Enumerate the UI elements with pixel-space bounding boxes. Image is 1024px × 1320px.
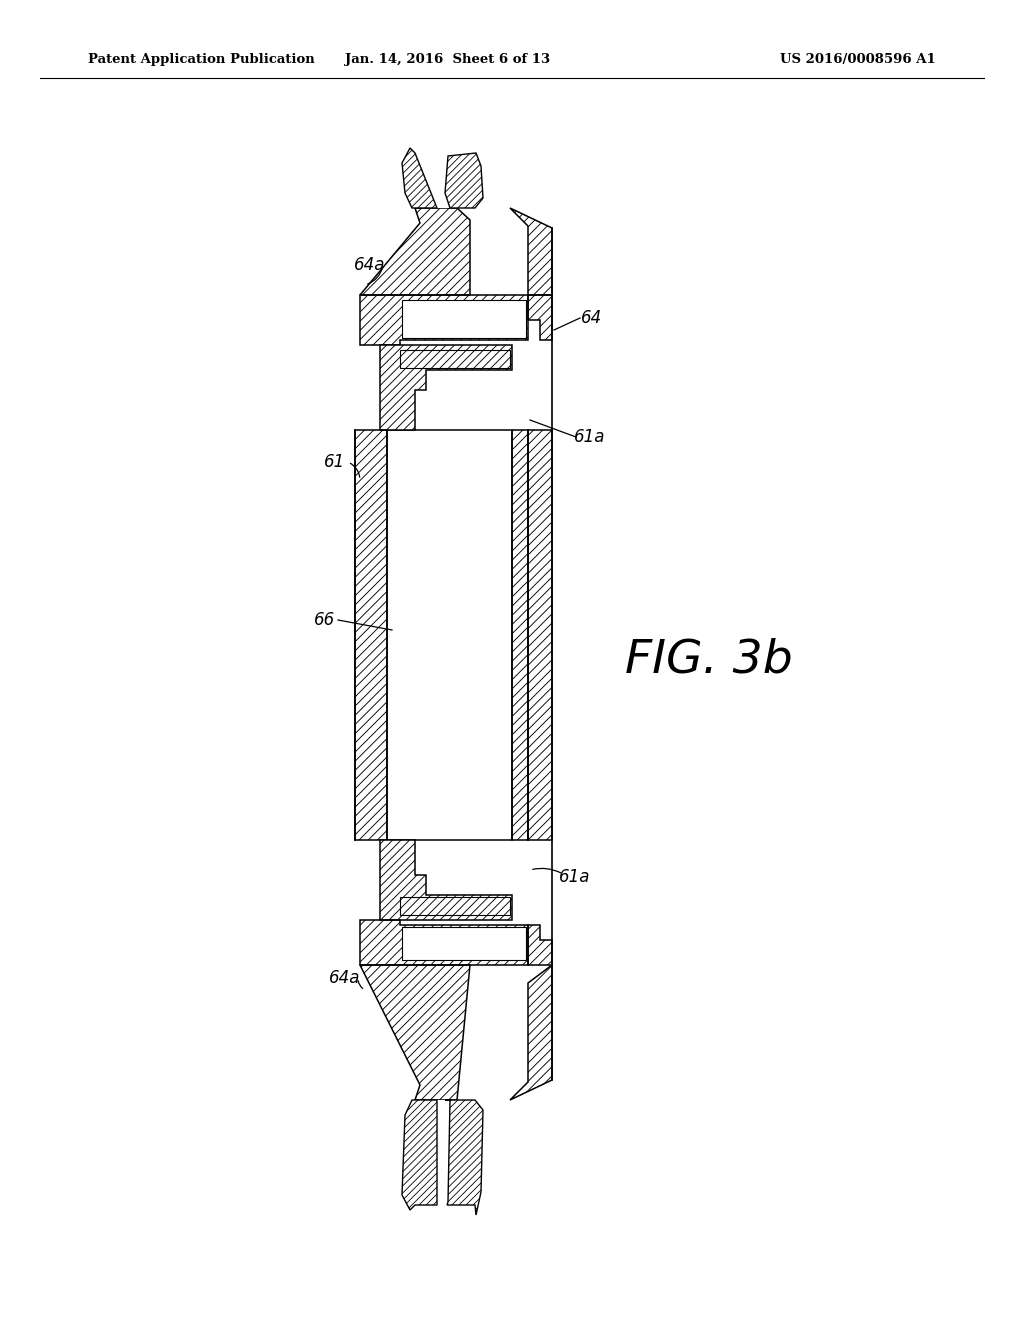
Text: Jan. 14, 2016  Sheet 6 of 13: Jan. 14, 2016 Sheet 6 of 13 [345,54,551,66]
Text: FIG. 3b: FIG. 3b [625,638,793,682]
Polygon shape [445,153,483,209]
Polygon shape [355,430,387,840]
Polygon shape [512,430,528,840]
Polygon shape [360,965,470,1100]
Text: 61a: 61a [559,869,591,886]
Text: US 2016/0008596 A1: US 2016/0008596 A1 [780,54,936,66]
Polygon shape [380,345,512,430]
Text: 64a: 64a [330,969,360,987]
Text: 66: 66 [314,611,336,630]
Polygon shape [510,209,552,294]
Polygon shape [402,1100,437,1210]
Polygon shape [510,965,552,1100]
Polygon shape [380,840,512,920]
Polygon shape [402,148,437,209]
Text: 61a: 61a [574,428,606,446]
Polygon shape [528,430,552,840]
Polygon shape [400,350,510,368]
Polygon shape [360,294,528,345]
Polygon shape [528,925,552,965]
Polygon shape [387,430,512,840]
Polygon shape [528,294,552,341]
Polygon shape [402,300,526,338]
Polygon shape [360,209,470,294]
Polygon shape [402,927,526,960]
Text: Patent Application Publication: Patent Application Publication [88,54,314,66]
Polygon shape [400,898,510,915]
Polygon shape [437,1100,450,1205]
Polygon shape [445,1100,483,1214]
Polygon shape [437,153,450,209]
Text: 64: 64 [582,309,603,327]
Text: 64a: 64a [354,256,386,275]
Polygon shape [360,920,528,965]
Text: 61: 61 [325,453,346,471]
